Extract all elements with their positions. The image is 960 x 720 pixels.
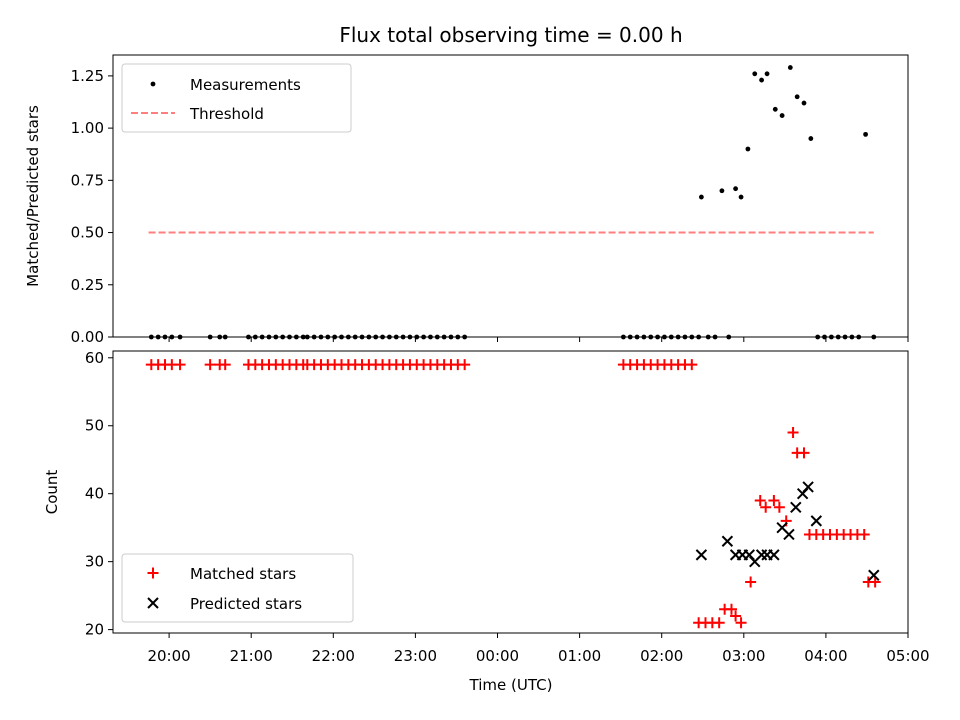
measurement-point (863, 131, 868, 137)
matched-star-point (858, 528, 870, 540)
matched-star-point (760, 501, 772, 513)
top-legend: Measurements Threshold (121, 63, 352, 133)
top-y-axis-label: Matched/Predicted stars (24, 105, 42, 287)
top-axes-frame (112, 54, 909, 338)
measurement-point (698, 194, 704, 200)
bottom-y-tick-label: 50 (85, 417, 104, 435)
legend-measurements-marker (150, 81, 156, 87)
measurement-point (738, 194, 744, 200)
predicted-star-point (695, 549, 708, 561)
bottom-y-tick-label: 40 (85, 485, 104, 503)
top-panel: 0.00 0.25 0.50 0.75 1.00 1.25 Matched/Predict… (24, 54, 909, 346)
measurement-point (764, 71, 770, 77)
matched-star-point (204, 359, 216, 371)
bottom-legend: Matched stars Predicted stars (121, 553, 354, 623)
matched-star-point (174, 359, 186, 371)
matched-star-point (219, 359, 231, 371)
x-tick-label: 05:00 (886, 647, 929, 665)
legend-matched-marker (147, 567, 159, 579)
top-y-tick-label: 0.00 (71, 328, 104, 346)
measurement-point (733, 186, 738, 192)
legend-matched-label: Matched stars (190, 565, 296, 583)
x-tick-label: 22:00 (312, 647, 355, 665)
x-tick-label: 23:00 (394, 647, 437, 665)
legend-threshold-label: Threshold (189, 105, 264, 123)
top-y-tick-label: 0.50 (71, 224, 104, 242)
matched-star-point (768, 494, 780, 506)
x-tick-label: 00:00 (476, 647, 519, 665)
x-axis-label: Time (UTC) (469, 676, 553, 694)
measurement-point (787, 65, 793, 70)
x-tick-label: 21:00 (230, 647, 273, 665)
matched-star-point (459, 359, 471, 371)
predicted-star-point (790, 501, 802, 513)
matched-star-point (798, 447, 810, 459)
top-y-tick-label: 1.25 (71, 67, 104, 85)
x-tick-label: 02:00 (640, 647, 683, 665)
bottom-y-ticks: 20 30 40 50 60 (85, 349, 113, 639)
measurement-point (745, 146, 751, 152)
predicted-star-point (783, 528, 795, 541)
bottom-y-tick-label: 30 (85, 553, 104, 571)
top-y-tick-label: 0.25 (71, 276, 104, 294)
x-tick-label: 20:00 (147, 647, 190, 665)
bottom-plot-marks (145, 359, 881, 629)
measurement-point (801, 100, 807, 106)
x-tick-label: 04:00 (804, 647, 847, 665)
legend-predicted-label: Predicted stars (190, 595, 302, 613)
bottom-panel: 20 30 40 50 60 20:00 21:00 22:00 23:00 00:00 01:0… (43, 349, 930, 694)
measurement-point (779, 113, 785, 118)
measurement-point (772, 106, 778, 112)
top-legend-box (121, 63, 352, 133)
matched-star-point (686, 359, 698, 371)
bottom-y-tick-label: 20 (85, 621, 104, 639)
bottom-x-ticks: 20:00 21:00 22:00 23:00 00:00 01:00 02:00 03:00… (147, 633, 930, 665)
measurement-point (794, 94, 800, 100)
matched-star-point (869, 576, 881, 588)
bottom-y-axis-label: Count (43, 470, 61, 515)
predicted-star-point (755, 549, 768, 561)
predicted-star-point (768, 549, 780, 561)
measurement-point (808, 136, 814, 141)
matched-star-point (773, 501, 785, 513)
predicted-star-point (721, 535, 734, 547)
legend-predicted-marker (147, 597, 159, 609)
bottom-legend-box (121, 553, 354, 623)
bottom-axes-frame (112, 350, 909, 634)
matched-star-point (735, 617, 747, 629)
top-y-tick-label: 0.75 (71, 171, 104, 189)
top-x-ticks (168, 337, 909, 342)
predicted-star-point (868, 569, 880, 581)
bottom-y-tick-label: 60 (85, 349, 104, 367)
matched-star-point (725, 603, 737, 615)
predicted-star-point (802, 481, 814, 493)
predicted-star-point (810, 515, 823, 527)
measurement-point (759, 77, 764, 83)
measurement-point (752, 71, 758, 77)
x-tick-label: 03:00 (722, 647, 765, 665)
top-y-ticks: 0.00 0.25 0.50 0.75 1.00 1.25 (71, 67, 113, 346)
matched-star-point (745, 576, 757, 588)
matched-star-point (787, 427, 799, 439)
legend-measurements-label: Measurements (190, 76, 301, 94)
matched-star-point (754, 494, 766, 506)
matched-star-point (730, 610, 742, 622)
top-y-tick-label: 1.00 (71, 119, 104, 137)
x-tick-label: 01:00 (558, 647, 601, 665)
matched-star-point (713, 617, 725, 629)
measurement-point (719, 188, 725, 194)
chart-title: Flux total observing time = 0.00 h (339, 23, 682, 47)
